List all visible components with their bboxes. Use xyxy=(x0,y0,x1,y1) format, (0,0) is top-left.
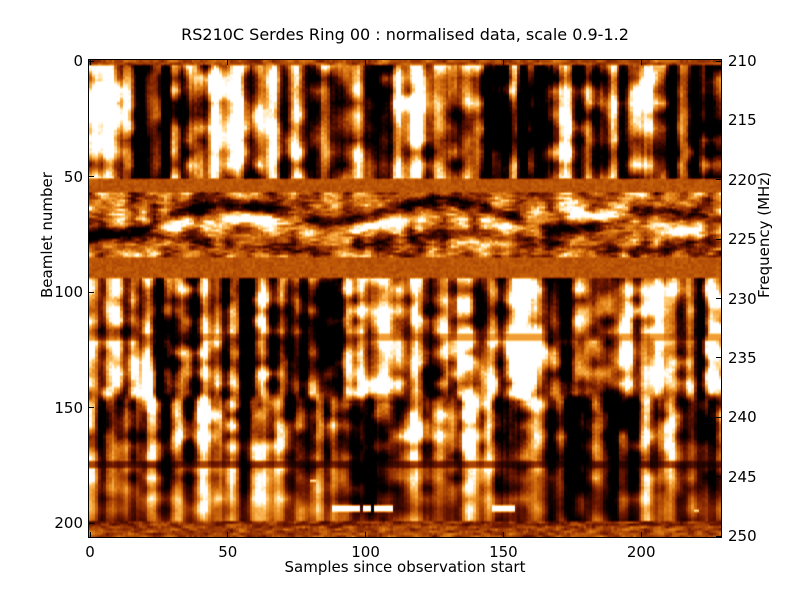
tick-mark xyxy=(716,238,721,240)
tick-mark xyxy=(89,291,94,293)
heatmap-canvas xyxy=(89,60,721,537)
tick-mark xyxy=(227,60,229,65)
x-tick-label: 150 xyxy=(489,543,518,561)
tick-mark xyxy=(89,60,94,62)
plot-title: RS210C Serdes Ring 00 : normalised data,… xyxy=(181,25,629,44)
y-right-tick-label: 220 xyxy=(728,170,757,189)
tick-mark xyxy=(89,532,91,537)
y-right-tick-label: 210 xyxy=(728,52,757,70)
tick-mark xyxy=(640,60,642,65)
y-left-tick-label: 150 xyxy=(54,398,83,417)
tick-mark xyxy=(716,119,721,121)
y-right-tick-label: 240 xyxy=(728,408,757,427)
tick-mark xyxy=(716,60,721,62)
plot-frame xyxy=(88,59,722,538)
y-right-tick-label: 225 xyxy=(728,230,757,249)
x-tick-label: 100 xyxy=(351,543,380,561)
tick-mark xyxy=(640,532,642,537)
y-right-tick-label: 245 xyxy=(728,467,757,486)
tick-mark xyxy=(716,357,721,359)
y-left-tick-label: 0 xyxy=(73,52,83,70)
y-left-tick-label: 100 xyxy=(54,283,83,301)
y-right-tick-label: 215 xyxy=(728,111,757,130)
tick-mark xyxy=(716,179,721,181)
tick-mark xyxy=(89,522,94,524)
tick-mark xyxy=(89,407,94,408)
y-right-tick-label: 250 xyxy=(728,527,757,545)
tick-mark xyxy=(716,416,721,418)
tick-mark xyxy=(716,476,721,478)
x-tick-label: 50 xyxy=(218,543,238,561)
tick-mark xyxy=(365,60,367,65)
tick-mark xyxy=(716,298,721,299)
y-left-tick-label: 50 xyxy=(63,167,83,186)
tick-mark xyxy=(89,176,94,177)
tick-mark xyxy=(502,60,504,65)
tick-mark xyxy=(89,60,91,65)
x-tick-label: 200 xyxy=(626,543,656,561)
tick-mark xyxy=(227,532,229,537)
y-right-tick-label: 235 xyxy=(728,348,757,367)
y-right-tick-label: 230 xyxy=(728,289,757,308)
tick-mark xyxy=(502,532,504,537)
x-tick-label: 0 xyxy=(85,543,95,561)
x-axis-label: Samples since observation start xyxy=(284,558,526,576)
tick-mark xyxy=(365,532,367,537)
tick-mark xyxy=(716,535,721,537)
y-left-tick-label: 200 xyxy=(54,514,83,532)
